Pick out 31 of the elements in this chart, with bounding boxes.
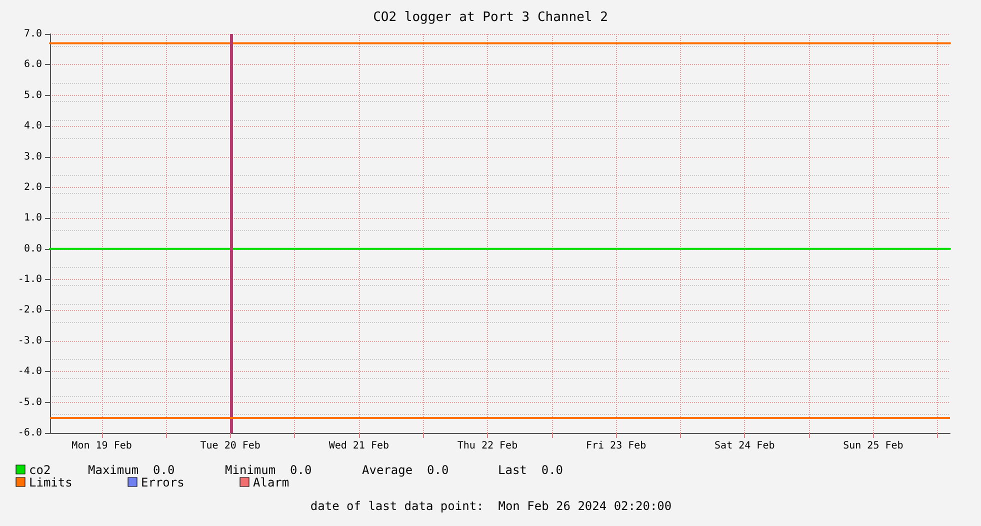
y-tick-label: 3.0 xyxy=(24,151,42,162)
y-tick-label: 2.0 xyxy=(24,182,42,193)
y-tick-label: 4.0 xyxy=(24,120,42,132)
text: Average 0.0 xyxy=(362,463,449,477)
x-tick-label: Tue 20 Feb xyxy=(200,440,260,452)
y-tick-label: -2.0 xyxy=(18,304,42,316)
x-tick-label: Fri 23 Feb xyxy=(586,440,646,452)
legend-label: Alarm xyxy=(253,476,290,490)
y-tick-label: -1.0 xyxy=(18,274,42,286)
legend-label: co2 xyxy=(29,463,51,477)
y-tick-label: -4.0 xyxy=(18,366,42,378)
y-tick-label: 7.0 xyxy=(24,28,42,40)
text: Maximum 0.0 xyxy=(88,463,175,477)
y-tick-label: -5.0 xyxy=(18,396,42,408)
text: Last 0.0 xyxy=(498,463,564,477)
y-tick-label: 6.0 xyxy=(24,59,42,70)
legend-label: Errors xyxy=(141,476,184,490)
x-tick-label: Wed 21 Feb xyxy=(328,440,390,452)
y-tick-label: 1.0 xyxy=(24,212,42,224)
x-tick-label: Sat 24 Feb xyxy=(714,440,775,452)
legend-label: Limits xyxy=(29,476,72,490)
chart-title: CO2 logger at Port 3 Channel 2 xyxy=(373,10,608,25)
y-tick-label: -3.0 xyxy=(18,335,42,346)
x-tick-label: Thu 22 Feb xyxy=(457,440,518,452)
text: Minimum 0.0 xyxy=(225,463,312,477)
y-tick-label: 0.0 xyxy=(24,243,42,254)
x-tick-label: Mon 19 Feb xyxy=(72,440,132,452)
y-tick-label: 5.0 xyxy=(24,90,42,101)
x-tick-label: Sun 25 Feb xyxy=(843,440,904,452)
y-tick-label: -6.0 xyxy=(18,428,42,438)
text: date of last data point: Mon Feb 26 2024 02:20:00 xyxy=(310,499,672,513)
